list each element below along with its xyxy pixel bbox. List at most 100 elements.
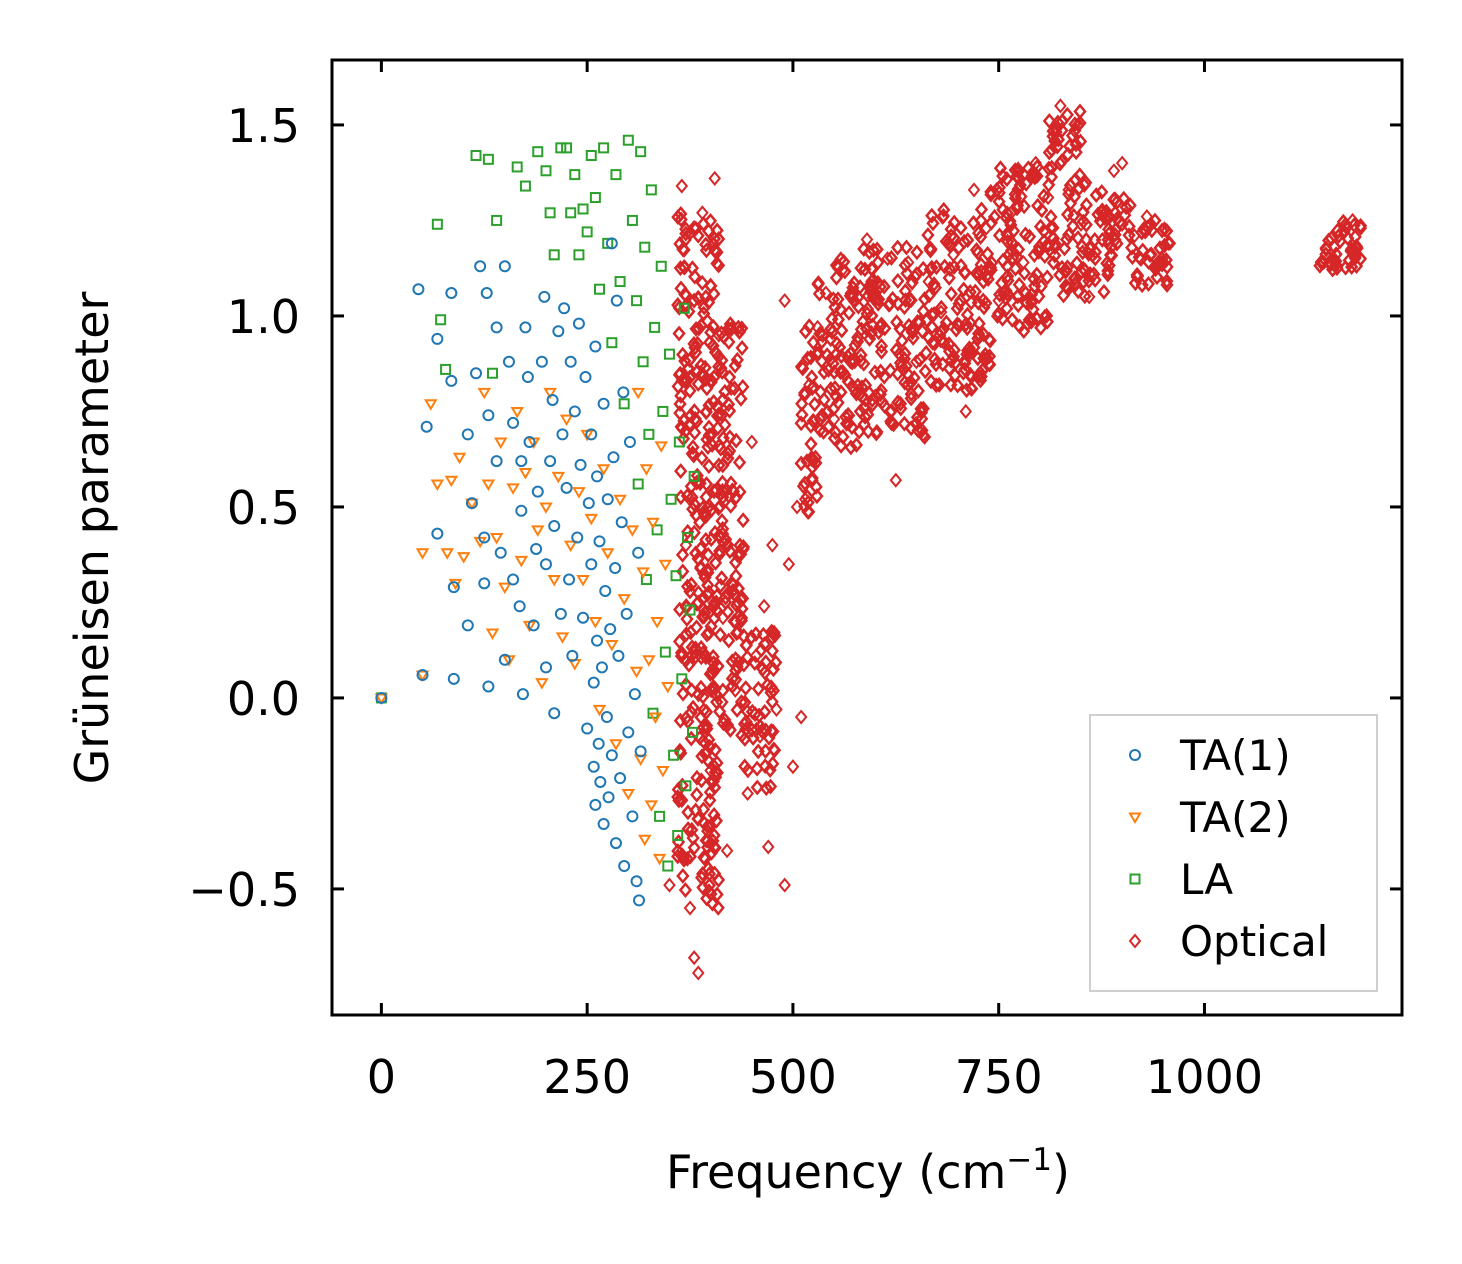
optical-band-point	[878, 320, 892, 337]
ta-2-point	[617, 594, 631, 606]
ta-1-point	[416, 669, 429, 682]
optical-band-point	[804, 435, 818, 452]
la-point	[470, 150, 482, 161]
optical-band-point	[949, 321, 963, 338]
optical-band-point	[1065, 127, 1080, 144]
optical-band-point	[701, 860, 715, 877]
ta-2-point	[572, 487, 586, 499]
optical-band-point	[673, 396, 687, 412]
optical-band-point	[1076, 204, 1090, 221]
optical-band-point	[681, 360, 695, 377]
optical-band-point	[907, 369, 921, 386]
optical-point	[700, 403, 713, 420]
ta-1-point	[498, 653, 511, 666]
optical-band-point	[960, 306, 975, 323]
optical-band-point	[899, 239, 914, 256]
optical-band-point	[801, 503, 815, 520]
optical-band-point	[1044, 208, 1058, 225]
optical-band-point	[1100, 255, 1114, 272]
optical-band-point	[739, 721, 753, 738]
optical-band-point	[699, 489, 713, 506]
optical-band-point	[1044, 169, 1059, 185]
x-tick-label: 750	[955, 1050, 1043, 1104]
optical-band-point	[756, 626, 770, 643]
optical-band-point	[900, 265, 914, 282]
optical-band-point	[833, 364, 848, 381]
ta-1-point	[461, 619, 474, 632]
optical-band-point	[703, 334, 717, 351]
ta-2-point	[518, 468, 533, 480]
optical-band-point	[974, 256, 988, 273]
optical-band-point	[1017, 265, 1032, 282]
optical-band-point	[731, 580, 746, 597]
optical-band-point	[805, 470, 819, 487]
optical-band-point	[897, 299, 912, 316]
la-point	[672, 829, 684, 841]
optical-band-point	[672, 325, 686, 342]
ta-2-point	[465, 498, 479, 511]
optical-band-point	[701, 439, 715, 455]
optical-band-point	[758, 758, 772, 775]
ta-1-point	[482, 409, 495, 422]
optical-point	[868, 388, 882, 404]
optical-band-point	[717, 329, 731, 345]
optical-band-point	[731, 624, 745, 641]
la-point	[673, 436, 685, 448]
optical-band-point	[811, 276, 825, 293]
optical-band-point	[704, 372, 718, 389]
optical-band-point	[794, 455, 808, 472]
optical-band-point	[897, 415, 911, 432]
la-point	[561, 142, 573, 154]
ta-2-point	[644, 800, 659, 812]
la-point	[618, 398, 630, 410]
optical-band-point	[764, 679, 778, 696]
ta-1-point	[563, 573, 576, 586]
legend-label-la: LA	[1180, 855, 1233, 904]
ta-1-point	[556, 428, 569, 441]
optical-band-point	[676, 563, 690, 580]
ta-1-point	[589, 340, 602, 353]
optical-band-point	[1073, 115, 1087, 131]
ta-1-point	[572, 317, 585, 330]
ta-1-point	[618, 860, 631, 873]
optical-band-point	[995, 310, 1010, 327]
ta-2-point	[625, 525, 640, 537]
y-axis-label: Grüneisen parameter	[65, 291, 119, 784]
optical-band-point	[843, 353, 858, 370]
optical-band-point	[845, 378, 859, 395]
optical-point	[992, 293, 1005, 309]
optical-band-point	[716, 520, 730, 537]
ta-1-point	[515, 455, 528, 468]
optical-band-point	[1078, 262, 1092, 279]
ta-1-point	[620, 607, 633, 620]
optical-band-point	[1076, 244, 1090, 261]
optical-band-point	[766, 755, 780, 772]
optical-band-point	[671, 209, 685, 226]
ta-2-point	[498, 582, 512, 595]
optical-band-point	[862, 330, 877, 347]
optical-band-point	[687, 447, 701, 464]
la-point	[651, 524, 663, 536]
optical-band-point	[751, 743, 765, 760]
la-point	[688, 470, 700, 482]
la-point	[565, 207, 577, 219]
optical-band-point	[675, 792, 689, 809]
optical-band-point	[923, 240, 937, 257]
optical-band-point	[736, 512, 750, 529]
optical-band-point	[699, 531, 713, 548]
ta-1-point	[574, 458, 587, 471]
optical-band-point	[918, 363, 932, 380]
optical-band-point	[925, 207, 939, 224]
optical-band-point	[1095, 232, 1109, 248]
optical-band-point	[716, 489, 730, 506]
optical-band-point	[871, 274, 885, 291]
ta-1-point	[634, 745, 647, 758]
optical-band-point	[1088, 244, 1103, 261]
ta-2-point	[440, 548, 454, 560]
optical-band-point	[836, 363, 850, 380]
optical-band-point	[696, 879, 710, 896]
optical-band-point	[919, 344, 933, 361]
ta-1-point	[494, 546, 507, 559]
optical-band-point	[1079, 216, 1093, 233]
optical-band-point	[696, 801, 711, 818]
